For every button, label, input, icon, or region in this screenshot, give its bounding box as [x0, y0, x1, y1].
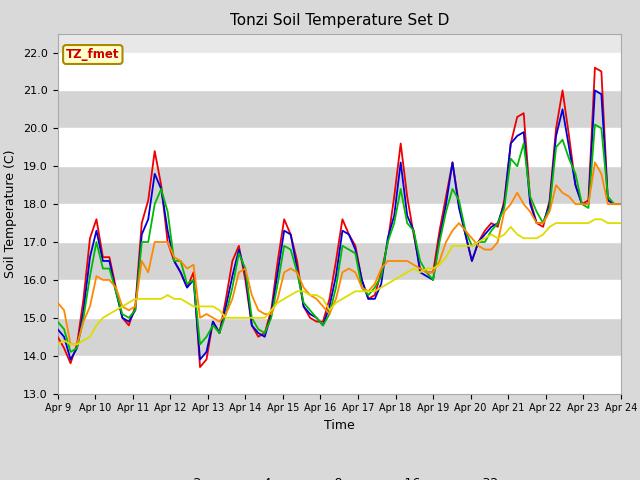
-16cm [222, 311, 230, 317]
-4cm [591, 87, 599, 93]
-4cm [500, 201, 508, 207]
-2cm [339, 216, 346, 222]
-8cm [339, 243, 346, 249]
Bar [58, 52, 621, 90]
-2cm [54, 334, 61, 340]
-16cm [216, 319, 223, 324]
-32cm [384, 281, 392, 287]
-2cm [222, 296, 230, 302]
Bar [58, 280, 621, 318]
-16cm [67, 341, 74, 347]
-32cm [67, 341, 74, 347]
Line: -4cm: -4cm [58, 90, 621, 360]
Bar [58, 166, 621, 204]
-32cm [54, 341, 61, 347]
-8cm [617, 201, 625, 207]
-8cm [222, 311, 230, 317]
Bar [58, 242, 621, 280]
-16cm [73, 341, 81, 347]
-8cm [73, 345, 81, 351]
-16cm [617, 201, 625, 207]
-2cm [500, 197, 508, 203]
-2cm [196, 364, 204, 370]
-2cm [216, 330, 223, 336]
-32cm [617, 220, 625, 226]
Title: Tonzi Soil Temperature Set D: Tonzi Soil Temperature Set D [230, 13, 449, 28]
-16cm [500, 209, 508, 215]
Bar [58, 128, 621, 166]
-32cm [578, 220, 586, 226]
Y-axis label: Soil Temperature (C): Soil Temperature (C) [4, 149, 17, 278]
-2cm [390, 193, 398, 199]
-4cm [617, 201, 625, 207]
-2cm [617, 201, 625, 207]
-4cm [216, 330, 223, 336]
-16cm [54, 300, 61, 306]
-16cm [591, 159, 599, 165]
Line: -32cm: -32cm [58, 219, 621, 344]
-8cm [500, 205, 508, 211]
-4cm [390, 213, 398, 218]
-32cm [332, 300, 340, 306]
-8cm [591, 121, 599, 127]
-32cm [591, 216, 599, 222]
-8cm [216, 330, 223, 336]
Legend: -2cm, -4cm, -8cm, -16cm, -32cm: -2cm, -4cm, -8cm, -16cm, -32cm [156, 472, 523, 480]
Bar [58, 318, 621, 356]
-2cm [67, 360, 74, 366]
-2cm [591, 65, 599, 71]
Bar [58, 204, 621, 242]
X-axis label: Time: Time [324, 419, 355, 432]
Line: -16cm: -16cm [58, 162, 621, 344]
-4cm [73, 345, 81, 351]
-8cm [54, 319, 61, 324]
-8cm [67, 349, 74, 355]
-16cm [390, 258, 398, 264]
-4cm [222, 303, 230, 309]
Bar [58, 90, 621, 128]
-32cm [209, 303, 217, 309]
-16cm [339, 269, 346, 275]
-4cm [67, 357, 74, 362]
Text: TZ_fmet: TZ_fmet [66, 48, 120, 61]
-8cm [390, 220, 398, 226]
Line: -8cm: -8cm [58, 124, 621, 352]
Bar [58, 356, 621, 394]
-4cm [339, 228, 346, 234]
-4cm [54, 326, 61, 332]
-32cm [216, 307, 223, 313]
Line: -2cm: -2cm [58, 68, 621, 367]
